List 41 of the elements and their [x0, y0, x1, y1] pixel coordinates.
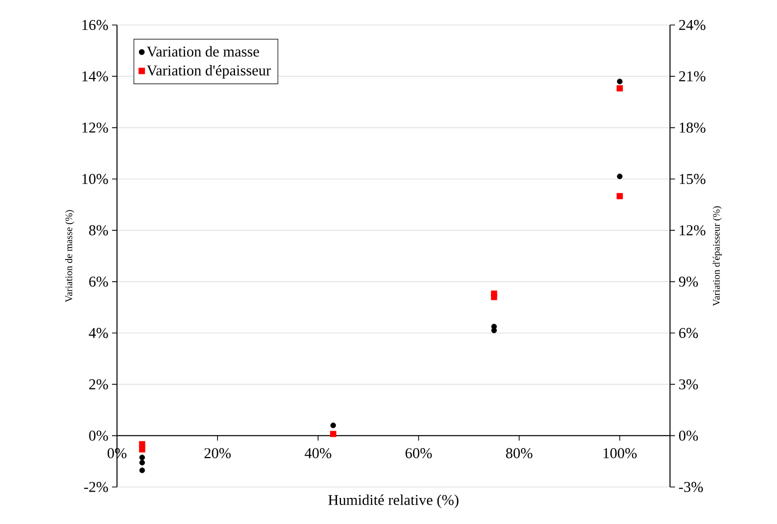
point — [616, 78, 623, 84]
x-tick-label: 20% — [204, 448, 231, 458]
x-axis-title: Humidité relative (%) — [328, 494, 458, 508]
y-tick-label: 8% — [89, 225, 108, 236]
point — [139, 454, 145, 460]
x-tick-label: 80% — [506, 448, 532, 458]
y-axis-title: Variation de masse (%) — [65, 210, 74, 302]
point — [139, 468, 145, 474]
y-tick-label: 14% — [82, 71, 108, 82]
y2-tick-label: 3% — [679, 379, 698, 390]
y-tick-label: 10% — [82, 174, 108, 184]
y2-axis-title: Variation d'épaisseur (%) — [712, 206, 722, 306]
y2-tick-label: 21% — [679, 71, 706, 82]
y2-tick-label: 12% — [680, 225, 706, 236]
y-tick-label: 12% — [82, 122, 108, 133]
y2-tick-label: 0% — [679, 430, 698, 441]
point — [616, 85, 623, 92]
y2-tick-label: 15% — [680, 174, 706, 184]
point — [616, 193, 623, 200]
point — [139, 446, 146, 452]
point — [330, 430, 336, 438]
y-tick-label: 16% — [82, 20, 108, 30]
legend-label: Variation de masse — [146, 46, 260, 57]
y-tick-label: 4% — [88, 328, 108, 338]
x-tick-label: 40% — [304, 448, 332, 458]
y-tick-label: 0% — [89, 430, 108, 441]
point — [139, 460, 145, 466]
y2-tick-label: 24% — [679, 20, 706, 30]
point — [490, 294, 498, 300]
point — [616, 174, 623, 180]
x-tick-label: 100% — [604, 448, 637, 458]
legend-label: Variation d'épaisseur — [146, 64, 271, 79]
point — [330, 422, 336, 428]
y2-tick-label: -3% — [679, 482, 703, 492]
y-tick-label: 2% — [89, 379, 108, 390]
y-tick-label: 6% — [89, 276, 108, 287]
y-tick-label: -2% — [84, 482, 108, 492]
x-tick-label: 60% — [406, 448, 432, 458]
y2-tick-label: 18% — [680, 122, 706, 133]
y2-tick-label: 6% — [679, 328, 698, 338]
y2-tick-label: 9% — [678, 276, 698, 287]
